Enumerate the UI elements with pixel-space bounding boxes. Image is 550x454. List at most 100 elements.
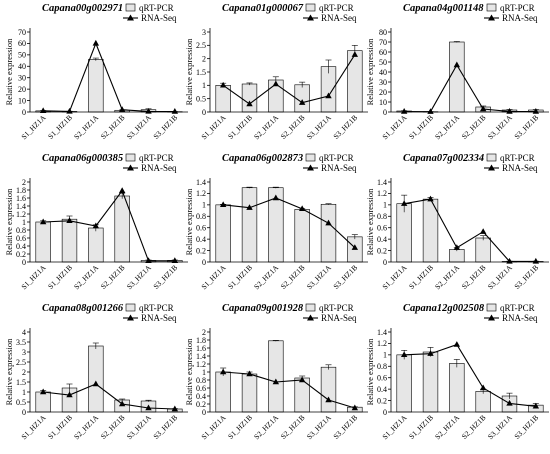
y-tick-label: 2: [22, 178, 26, 187]
x-tick-label: S2_HZ1B: [460, 263, 488, 291]
chart-title: Capana08g001266: [42, 303, 124, 314]
y-tick-label: 0.2: [196, 400, 206, 409]
x-tick-label: S2_HZ1B: [279, 113, 307, 141]
point-rnaseq: [246, 204, 253, 210]
legend-bar-swatch: [125, 303, 136, 312]
chart-title: Capana04g001148: [403, 3, 484, 14]
point-rnaseq: [298, 376, 306, 383]
line-rnaseq: [43, 189, 175, 262]
bar-qrtpcr: [475, 237, 491, 263]
bar-qrtpcr: [88, 59, 104, 113]
bar-qrtpcr: [241, 187, 258, 263]
bar-qrtpcr: [347, 50, 363, 113]
legend-label-rnaseq: RNA-Seq: [321, 163, 357, 173]
point-rnaseq: [39, 218, 47, 225]
chart-title: Capana06g002873: [222, 153, 303, 164]
point-rnaseq: [325, 219, 332, 226]
y-tick-label: 0.6: [377, 224, 387, 233]
x-tick-label: S2_HZ1A: [433, 413, 462, 442]
y-tick-label: 0.5: [196, 94, 206, 103]
point-rnaseq: [92, 380, 100, 387]
point-rnaseq: [92, 222, 100, 229]
x-tick-label: S1_HZ1B: [407, 113, 435, 141]
x-tick-label: S1_HZ1B: [226, 113, 254, 141]
y-axis-label: Relative expression: [184, 188, 194, 256]
y-tick-label: 0.4: [196, 392, 206, 401]
y-tick-label: 0.8: [196, 212, 206, 221]
point-rnaseq: [479, 384, 487, 391]
y-tick-label: 0: [202, 408, 206, 417]
legend-label-rnaseq: RNA-Seq: [141, 13, 177, 23]
point-rnaseq: [325, 396, 332, 403]
bar-qrtpcr: [294, 209, 310, 263]
bar-qrtpcr: [294, 377, 310, 413]
point-rnaseq: [400, 351, 408, 358]
y-tick-label: 1.4: [196, 178, 206, 187]
bar-qrtpcr: [320, 66, 337, 113]
x-tick-label: S2_HZ1B: [279, 263, 307, 291]
y-tick-label: 0.6: [196, 384, 206, 393]
point-rnaseq: [532, 402, 540, 409]
x-tick-label: S1_HZ1B: [407, 263, 435, 291]
x-tick-label: S3_HZ1B: [331, 263, 359, 291]
point-rnaseq: [272, 80, 280, 87]
point-rnaseq: [246, 100, 253, 107]
point-rnaseq: [400, 200, 408, 206]
x-tick-label: S2_HZ1A: [72, 263, 101, 292]
x-tick-label: S3_HZ1A: [125, 263, 154, 292]
legend-marker: [488, 14, 495, 21]
x-tick-label: S3_HZ1A: [486, 263, 515, 292]
legend-marker: [307, 164, 314, 171]
point-rnaseq: [171, 405, 179, 412]
legend-label-rnaseq: RNA-Seq: [321, 13, 357, 23]
y-tick-label: 1: [383, 351, 387, 360]
y-tick-label: 50: [18, 51, 26, 60]
chart-title: Capana06g000385: [42, 153, 123, 164]
y-axis-label: Relative expression: [184, 38, 194, 106]
y-tick-label: 0.2: [377, 246, 387, 255]
point-rnaseq: [351, 244, 359, 250]
bar-qrtpcr: [449, 363, 465, 413]
legend-marker: [488, 314, 495, 321]
y-tick-label: 0.8: [377, 362, 387, 371]
point-rnaseq: [427, 195, 434, 202]
bar-qrtpcr: [241, 83, 258, 113]
x-tick-label: S2_HZ1A: [433, 113, 462, 142]
y-tick-label: 0.8: [16, 226, 26, 235]
y-tick-label: 0.6: [377, 374, 387, 383]
x-tick-label: S2_HZ1B: [99, 413, 127, 441]
y-tick-label: 0.6: [16, 234, 26, 243]
bar-qrtpcr: [215, 371, 231, 413]
y-tick-label: 2: [202, 54, 206, 63]
y-tick-label: 1.2: [196, 360, 206, 369]
legend-label-rnaseq: RNA-Seq: [502, 163, 538, 173]
point-rnaseq: [351, 51, 359, 57]
x-tick-label: S1_HZ1B: [226, 263, 254, 291]
y-tick-label: 1: [202, 201, 206, 210]
y-tick-label: 40: [379, 68, 387, 77]
line-rnaseq: [404, 343, 536, 407]
y-tick-label: 10: [379, 98, 387, 107]
point-rnaseq: [427, 350, 434, 356]
y-tick-label: 80: [379, 28, 387, 37]
legend-marker: [488, 164, 495, 171]
point-rnaseq: [325, 92, 332, 99]
point-rnaseq: [298, 205, 306, 212]
y-tick-label: 1.6: [196, 344, 206, 353]
legend-label-rnaseq: RNA-Seq: [502, 313, 538, 323]
y-tick-label: 1: [202, 368, 206, 377]
y-tick-label: 0.2: [377, 396, 387, 405]
x-tick-label: S1_HZ1B: [46, 263, 74, 291]
legend-label-rnaseq: RNA-Seq: [141, 163, 177, 173]
legend-label-rnaseq: RNA-Seq: [321, 313, 357, 323]
legend-label-qrtpcr: qRT-PCR: [319, 303, 354, 313]
legend-label-qrtpcr: qRT-PCR: [139, 303, 174, 313]
y-tick-label: 3: [22, 348, 26, 357]
y-tick-label: 2: [22, 368, 26, 377]
